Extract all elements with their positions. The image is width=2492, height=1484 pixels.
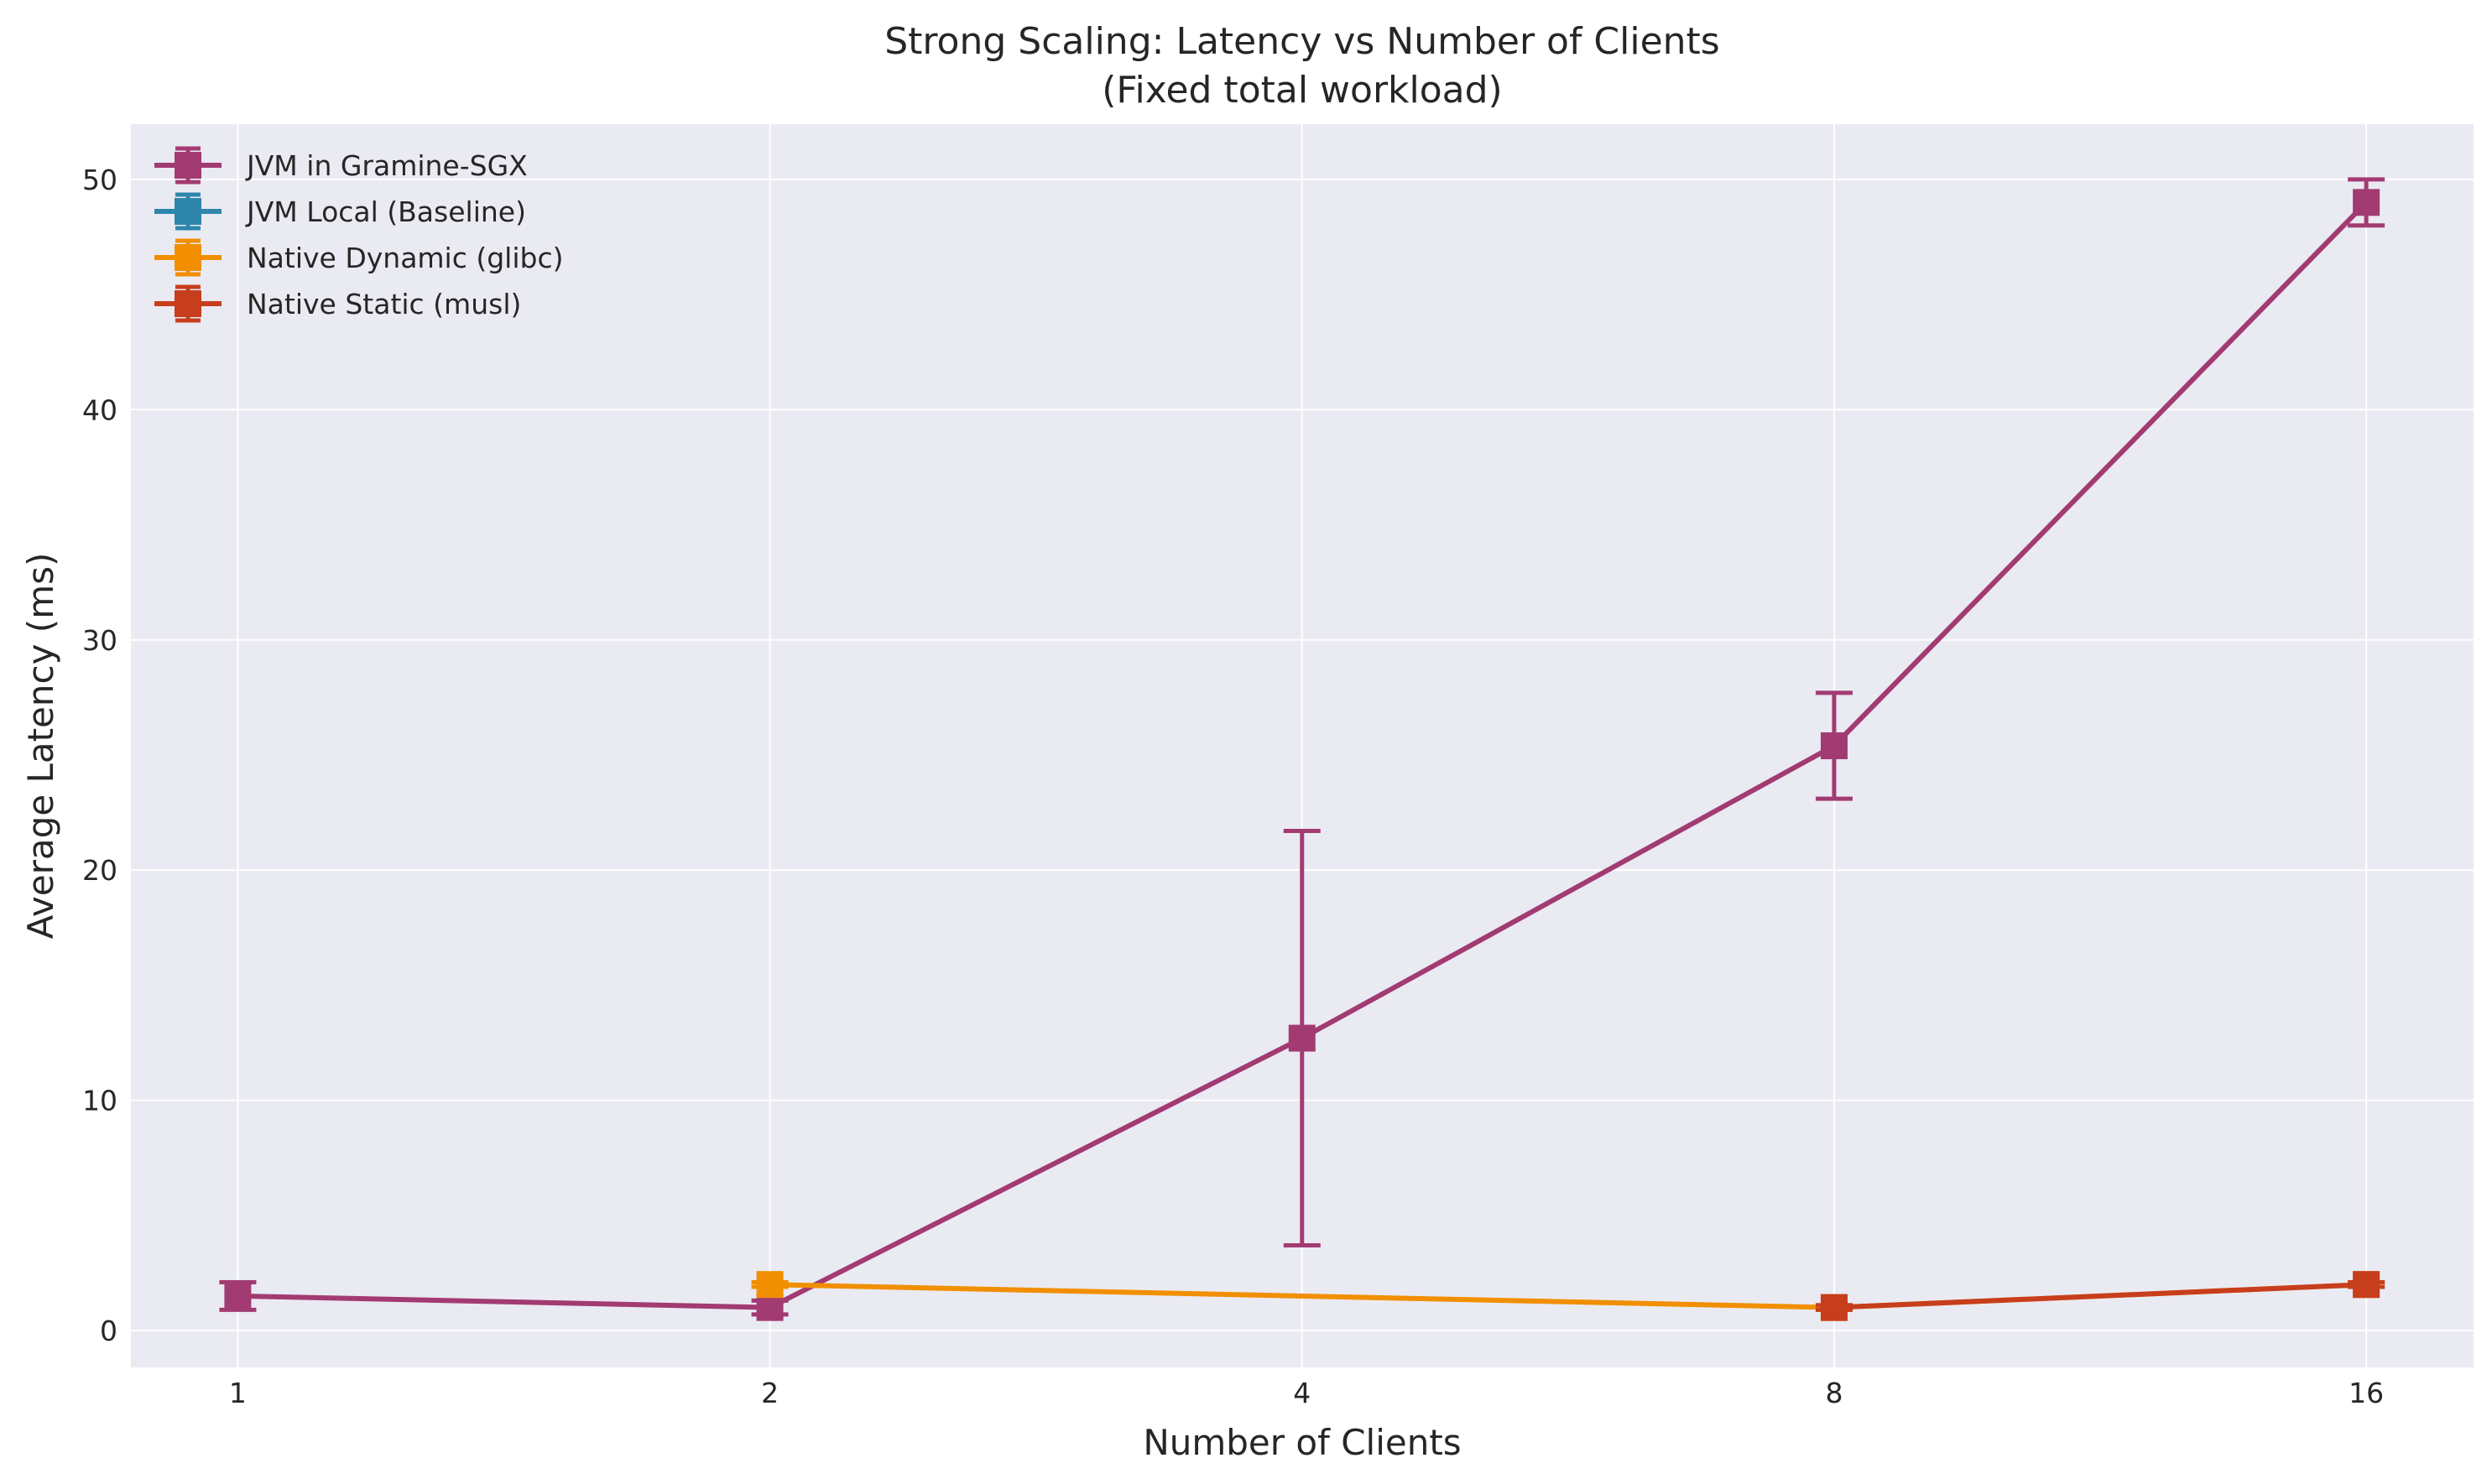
data-point [224,1282,252,1310]
x-tick-label: 16 [2349,1377,2384,1409]
legend-entry: Native Dynamic (glibc) [154,238,564,277]
x-tick-label: 2 [761,1377,779,1409]
legend-label: Native Static (musl) [247,288,521,320]
legend-label: JVM in Gramine-SGX [245,149,528,182]
series-0 [219,177,2385,1321]
data-point [1820,1294,1848,1321]
x-tick-label: 8 [1825,1377,1843,1409]
data-point [756,1294,784,1321]
series-line [1833,1282,2367,1310]
chart-title: Strong Scaling: Latency vs Number of Cli… [884,20,1719,63]
legend: JVM in Gramine-SGX JVM Local (Baseline) Na… [154,146,564,323]
ticks: 1 2 4 8 16 0 10 20 30 40 50 [82,164,2384,1409]
legend-marker [175,244,201,271]
data-point [2353,189,2380,216]
chart-subtitle: (Fixed total workload) [1102,69,1502,112]
legend-entry: JVM Local (Baseline) [154,192,526,231]
legend-label: Native Dynamic (glibc) [247,242,564,274]
y-tick-label: 10 [82,1085,117,1117]
legend-marker [175,152,201,179]
y-tick-label: 0 [100,1315,117,1347]
series-layer [219,177,2385,1321]
legend-entry: JVM in Gramine-SGX [154,146,528,185]
legend-label: JVM Local (Baseline) [245,195,526,228]
x-axis-label: Number of Clients [1143,1422,1461,1463]
legend-marker [175,290,201,317]
data-point [2353,1271,2380,1299]
x-tick-label: 1 [229,1377,247,1409]
y-tick-label: 20 [82,854,117,887]
data-point [1820,732,1848,759]
y-tick-label: 30 [82,624,117,657]
x-tick-label: 4 [1293,1377,1311,1409]
series-3 [1815,1271,2385,1321]
y-tick-label: 40 [82,393,117,426]
grid [131,124,2474,1367]
legend-entry: Native Static (musl) [154,284,521,323]
legend-marker [175,198,201,225]
data-point [756,1271,784,1299]
data-point [1288,1024,1316,1052]
y-tick-label: 50 [82,164,117,196]
y-axis-label: Average Latency (ms) [20,553,61,940]
